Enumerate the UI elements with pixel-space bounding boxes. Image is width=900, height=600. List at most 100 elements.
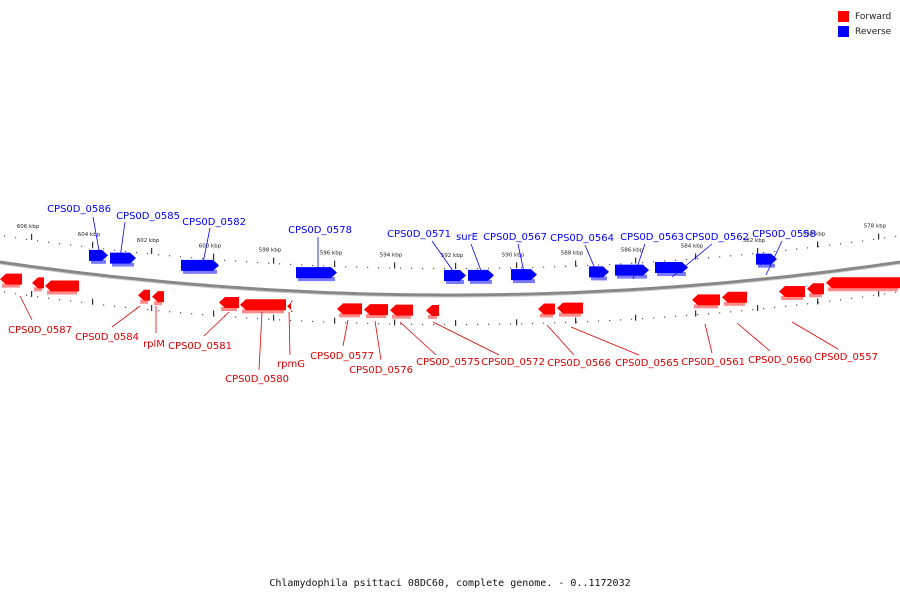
scale-tick-label: 580 kbp	[803, 231, 826, 237]
reverse-gene-7-arrow[interactable]	[589, 266, 609, 278]
tick-dot	[664, 316, 666, 318]
tick-dot	[829, 244, 831, 246]
forward-gene-16-arrow[interactable]	[779, 285, 805, 297]
tick-dot	[609, 319, 611, 322]
scale-tick-mark	[635, 314, 637, 321]
forward-gene-7-arrow[interactable]	[287, 300, 293, 312]
scale-tick-label: 596 kbp	[320, 251, 343, 257]
tick-dot	[895, 291, 897, 293]
forward-gene-5-arrow[interactable]	[219, 297, 239, 309]
reverse-gene-3-arrow[interactable]	[296, 267, 337, 279]
tick-dot	[312, 264, 314, 267]
tick-dot	[411, 323, 413, 325]
forward-swatch	[838, 11, 849, 22]
tick-dot	[81, 245, 83, 248]
reverse-gene-2-arrow[interactable]	[181, 259, 219, 271]
tick-dot	[873, 238, 875, 241]
fwd-0-leader	[19, 295, 33, 321]
genome-backbone	[0, 260, 900, 297]
tick-dot	[818, 301, 820, 304]
scale-tick-label: 592 kbp	[441, 253, 464, 259]
tick-dot	[301, 264, 303, 266]
forward-gene-9-shadow	[366, 314, 386, 319]
scale-tick-mark	[151, 248, 153, 255]
tick-dot	[180, 312, 182, 314]
fwd-8-leader	[399, 321, 437, 356]
forward-gene-9-arrow[interactable]	[364, 304, 388, 316]
reverse-gene-8-shadow	[617, 274, 647, 279]
reverse-swatch	[838, 26, 849, 37]
fwd-13-label: CPS0D_0560	[748, 355, 812, 366]
forward-gene-4-arrow[interactable]	[152, 291, 164, 303]
tick-dot	[246, 317, 248, 319]
scale-tick-mark	[575, 317, 577, 324]
tick-dot	[818, 245, 820, 248]
forward-gene-15-arrow[interactable]	[722, 291, 747, 303]
reverse-gene-0-arrow[interactable]	[89, 249, 108, 261]
reverse-genes[interactable]	[89, 249, 777, 284]
tick-dot	[191, 313, 193, 315]
forward-gene-11-arrow[interactable]	[426, 304, 439, 316]
tick-dot	[796, 304, 798, 306]
scale-tick-label: 584 kbp	[681, 243, 704, 249]
forward-gene-17-arrow[interactable]	[807, 283, 824, 295]
tick-dot	[884, 293, 886, 295]
tick-dot	[169, 311, 171, 313]
tick-dot	[686, 314, 688, 317]
fwd-1-label: CPS0D_0584	[75, 332, 139, 343]
rev-10-leader	[765, 240, 783, 276]
reverse-gene-6-shadow	[513, 279, 535, 284]
reverse-gene-5-arrow[interactable]	[468, 269, 494, 281]
forward-gene-12-arrow[interactable]	[538, 303, 555, 315]
forward-gene-13-arrow[interactable]	[557, 302, 583, 314]
legend: Forward Reverse	[838, 9, 891, 39]
rev-6-leader	[517, 243, 526, 278]
forward-gene-3-arrow[interactable]	[138, 289, 150, 301]
forward-gene-14-arrow[interactable]	[692, 294, 720, 306]
tick-dot	[675, 259, 677, 261]
tick-dot	[444, 267, 446, 270]
forward-gene-1-arrow[interactable]	[32, 277, 44, 289]
forward-gene-6-shadow	[242, 309, 284, 314]
forward-gene-18-arrow[interactable]	[826, 277, 900, 289]
tick-dot	[763, 308, 765, 310]
fwd-0-label: CPS0D_0587	[8, 325, 72, 336]
reverse-gene-4-shadow	[446, 279, 464, 284]
reverse-gene-1-arrow[interactable]	[110, 252, 136, 264]
forward-gene-3-shadow	[140, 299, 148, 304]
rev-9-label: CPS0D_0562	[685, 232, 749, 243]
reverse-gene-0-shadow	[91, 259, 106, 264]
tick-dot	[257, 261, 259, 264]
forward-gene-6-arrow[interactable]	[240, 299, 286, 311]
fwd-11-label: CPS0D_0565	[615, 358, 679, 369]
forward-gene-0-arrow[interactable]	[0, 273, 22, 285]
tick-dot	[884, 237, 886, 239]
reverse-gene-6-arrow[interactable]	[511, 269, 537, 281]
tick-dot	[543, 322, 545, 324]
tick-dot	[433, 323, 435, 326]
tick-dot	[521, 267, 523, 269]
tick-dot	[268, 262, 270, 264]
tick-dot	[114, 305, 116, 307]
tick-dot	[873, 294, 875, 297]
forward-genes[interactable]	[0, 273, 900, 319]
forward-gene-8-arrow[interactable]	[337, 303, 362, 315]
forward-gene-0-shadow	[2, 283, 20, 288]
reverse-gene-4-arrow[interactable]	[444, 269, 466, 281]
forward-gene-2-arrow[interactable]	[45, 280, 79, 292]
tick-dot	[169, 255, 171, 257]
scale-tick-mark	[92, 298, 94, 305]
tick-dot	[158, 310, 160, 312]
fwd-7-label: CPS0D_0576	[349, 365, 413, 376]
forward-gene-10-arrow[interactable]	[390, 304, 413, 316]
reverse-gene-8-arrow[interactable]	[615, 264, 649, 276]
tick-dot	[763, 252, 765, 254]
tick-dot	[367, 322, 369, 325]
forward-gene-10-shadow	[392, 314, 411, 319]
tick-dot	[631, 262, 633, 264]
reverse-gene-3-shadow	[298, 277, 335, 282]
scale-tick-label: 590 kbp	[502, 252, 525, 258]
tick-dot	[774, 306, 776, 309]
scale-tick-label: 604 kbp	[78, 232, 101, 238]
